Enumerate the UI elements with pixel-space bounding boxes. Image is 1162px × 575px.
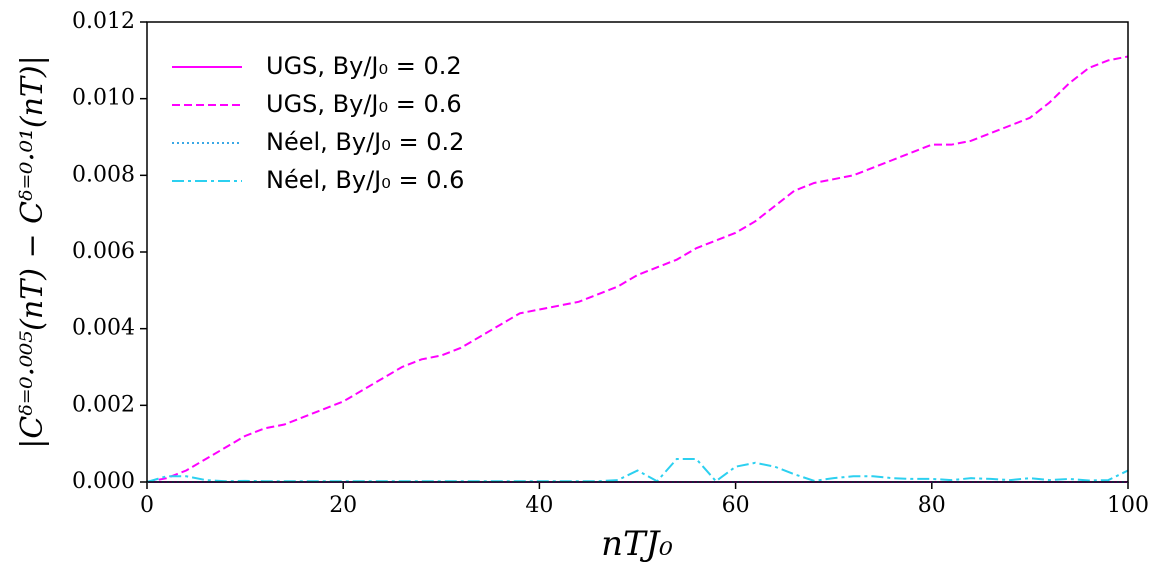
legend-label: UGS, By/J₀ = 0.6: [266, 90, 462, 118]
y-tick-label: 0.012: [72, 9, 135, 34]
series-line: [146, 458, 1129, 483]
x-tick-label: 80: [918, 493, 946, 518]
y-tick-label: 0.006: [72, 239, 135, 264]
x-tick-label: 20: [329, 493, 357, 518]
y-tick-label: 0.004: [72, 316, 135, 341]
x-tick-label: 100: [1107, 493, 1149, 518]
y-tick-label: 0.002: [72, 392, 135, 417]
x-tick-label: 0: [140, 493, 154, 518]
legend-label: Néel, By/J₀ = 0.2: [266, 128, 464, 156]
y-axis-label: |Cᵟ⁼⁰·⁰⁰⁵(nT) − Cᵟ⁼⁰·⁰¹(nT)|: [15, 55, 50, 448]
plot-frame: [146, 21, 1129, 483]
y-tick-label: 0.010: [72, 86, 135, 111]
x-tick-label: 60: [722, 493, 750, 518]
y-tick-label: 0.008: [72, 162, 135, 187]
y-tick-label: 0.000: [72, 469, 135, 494]
x-tick-label: 40: [525, 493, 553, 518]
legend-label: Néel, By/J₀ = 0.6: [266, 166, 464, 194]
series-line: [146, 55, 1129, 483]
x-axis-label: nTJ₀: [601, 524, 673, 564]
legend-label: UGS, By/J₀ = 0.2: [266, 52, 462, 80]
